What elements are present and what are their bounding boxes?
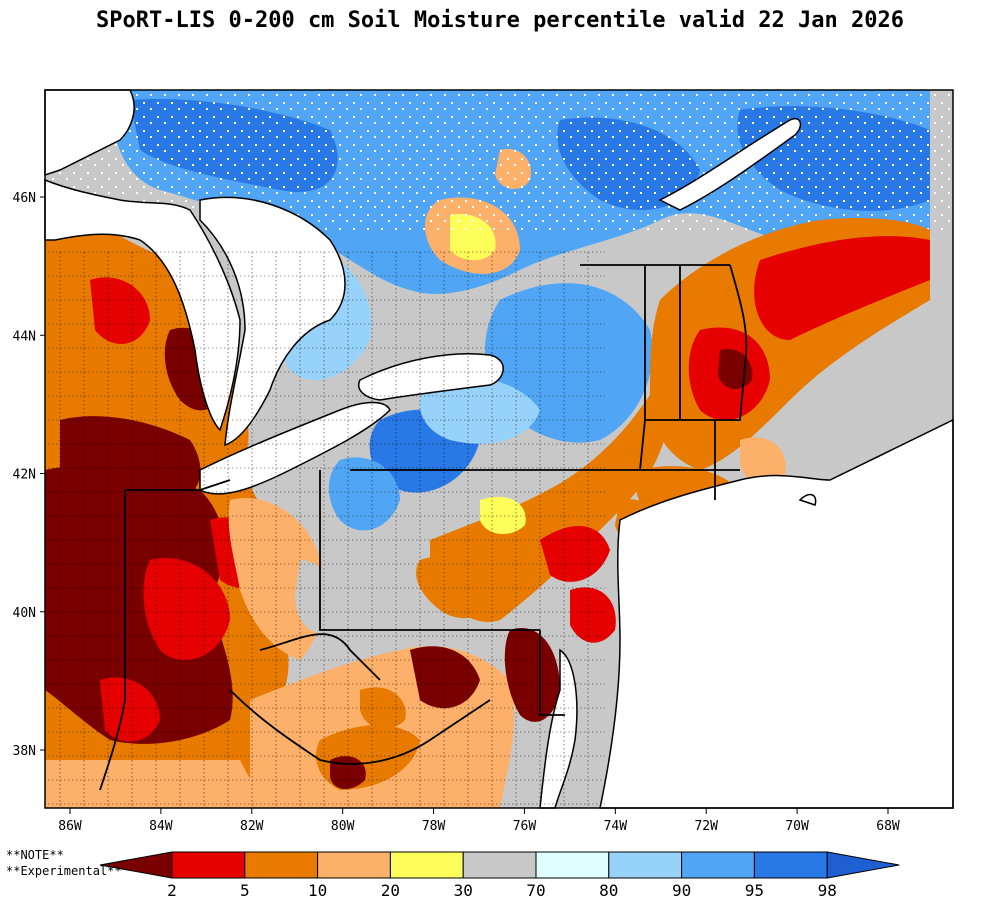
- map-title: SPoRT-LIS 0-200 cm Soil Moisture percent…: [96, 8, 904, 33]
- latitude-axis: 46N 44N 42N 40N 38N: [13, 191, 45, 759]
- lon-tick-label: 76W: [513, 819, 537, 834]
- colorbar-label: 90: [672, 881, 691, 900]
- colorbar-label: 5: [240, 881, 250, 900]
- colorbar-label: 20: [381, 881, 400, 900]
- colorbar-swatch: [317, 851, 391, 879]
- lat-tick-label: 42N: [13, 468, 36, 483]
- colorbar-swatch: [535, 851, 610, 879]
- colorbar-label: 98: [818, 881, 837, 900]
- county-lines: [45, 250, 605, 808]
- cape-cod: [798, 493, 817, 506]
- colorbar-right-arrow: [826, 851, 900, 879]
- colorbar-swatch: [462, 851, 537, 879]
- st-lawrence-river: [658, 118, 802, 211]
- experimental-label: **Experimental**: [6, 864, 122, 878]
- colorbar-swatch: [608, 851, 683, 879]
- lon-tick-label: 84W: [149, 819, 173, 834]
- lon-tick-label: 86W: [58, 819, 82, 834]
- lon-tick-label: 78W: [422, 819, 446, 834]
- lon-tick-label: 82W: [240, 819, 264, 834]
- state-borders: [99, 264, 748, 791]
- map-frame: [44, 89, 954, 809]
- colorbar-label: 80: [599, 881, 618, 900]
- colorbar-swatch: [389, 851, 464, 879]
- colorbar-label: 70: [526, 881, 545, 900]
- lat-tick-label: 44N: [13, 329, 36, 344]
- colorbar-label: 30: [454, 881, 473, 900]
- colorbar-swatch: [753, 851, 828, 879]
- lon-tick-label: 80W: [331, 819, 355, 834]
- note-label: **NOTE**: [6, 848, 64, 862]
- lat-tick-label: 40N: [13, 606, 36, 621]
- lon-tick-label: 70W: [785, 819, 809, 834]
- colorbar-legend: 2 5 10 20 30 70 80 90 95 98: [99, 851, 900, 900]
- lat-tick-label: 46N: [13, 191, 36, 206]
- lake-superior: [44, 89, 135, 177]
- colorbar-swatch: [171, 851, 246, 879]
- lon-tick-label: 68W: [876, 819, 900, 834]
- colorbar-swatch: [681, 851, 755, 879]
- lat-tick-label: 38N: [13, 744, 36, 759]
- lon-tick-label: 74W: [604, 819, 628, 834]
- colorbar-label: 10: [308, 881, 327, 900]
- longitude-axis: 86W 84W 82W 80W 78W 76W 74W 72W 70W 68W: [58, 808, 900, 834]
- colorbar-label: 95: [745, 881, 764, 900]
- lon-tick-label: 72W: [694, 819, 718, 834]
- colorbar-swatch: [244, 851, 319, 879]
- colorbar-label: 2: [167, 881, 177, 900]
